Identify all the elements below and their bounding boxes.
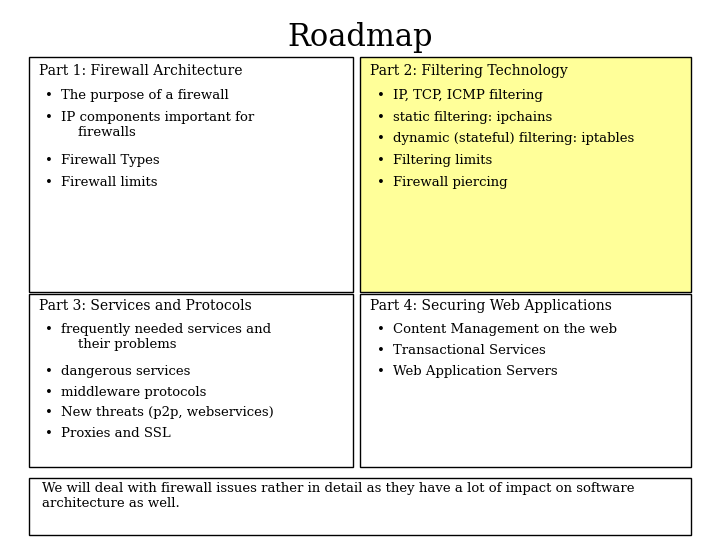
Text: Part 1: Firewall Architecture: Part 1: Firewall Architecture <box>39 64 242 78</box>
Text: •: • <box>377 111 384 124</box>
Text: •: • <box>377 364 384 377</box>
Text: IP components important for
    firewalls: IP components important for firewalls <box>61 111 254 139</box>
Text: •: • <box>45 176 53 189</box>
FancyBboxPatch shape <box>29 478 691 535</box>
Text: Proxies and SSL: Proxies and SSL <box>61 427 171 440</box>
Text: Part 4: Securing Web Applications: Part 4: Securing Web Applications <box>370 300 612 314</box>
Text: •: • <box>45 89 53 102</box>
Text: •: • <box>45 364 53 377</box>
Text: •: • <box>45 323 53 336</box>
Text: Web Application Servers: Web Application Servers <box>393 364 558 377</box>
Text: The purpose of a firewall: The purpose of a firewall <box>61 89 229 102</box>
Text: Firewall Types: Firewall Types <box>61 154 160 167</box>
Text: Filtering limits: Filtering limits <box>393 154 492 167</box>
Text: •: • <box>377 89 384 102</box>
Text: •: • <box>377 132 384 145</box>
Text: •: • <box>377 323 384 336</box>
Text: •: • <box>45 407 53 420</box>
Text: static filtering: ipchains: static filtering: ipchains <box>393 111 552 124</box>
Text: dangerous services: dangerous services <box>61 364 191 377</box>
Text: •: • <box>377 176 384 189</box>
Text: Part 3: Services and Protocols: Part 3: Services and Protocols <box>39 300 251 314</box>
Text: Roadmap: Roadmap <box>287 22 433 52</box>
Text: •: • <box>377 344 384 357</box>
Text: dynamic (stateful) filtering: iptables: dynamic (stateful) filtering: iptables <box>393 132 634 145</box>
Text: •: • <box>45 386 53 399</box>
Text: •: • <box>377 154 384 167</box>
Text: Firewall limits: Firewall limits <box>61 176 158 189</box>
Text: Firewall piercing: Firewall piercing <box>393 176 508 189</box>
FancyBboxPatch shape <box>360 57 691 292</box>
FancyBboxPatch shape <box>29 294 353 467</box>
Text: •: • <box>45 154 53 167</box>
Text: middleware protocols: middleware protocols <box>61 386 207 399</box>
Text: Content Management on the web: Content Management on the web <box>393 323 617 336</box>
FancyBboxPatch shape <box>29 57 353 292</box>
Text: •: • <box>45 427 53 440</box>
Text: IP, TCP, ICMP filtering: IP, TCP, ICMP filtering <box>393 89 543 102</box>
Text: We will deal with firewall issues rather in detail as they have a lot of impact : We will deal with firewall issues rather… <box>42 482 634 510</box>
Text: frequently needed services and
    their problems: frequently needed services and their pro… <box>61 323 271 351</box>
Text: •: • <box>45 111 53 124</box>
Text: Part 2: Filtering Technology: Part 2: Filtering Technology <box>370 64 567 78</box>
Text: Transactional Services: Transactional Services <box>393 344 546 357</box>
FancyBboxPatch shape <box>360 294 691 467</box>
Text: New threats (p2p, webservices): New threats (p2p, webservices) <box>61 407 274 420</box>
